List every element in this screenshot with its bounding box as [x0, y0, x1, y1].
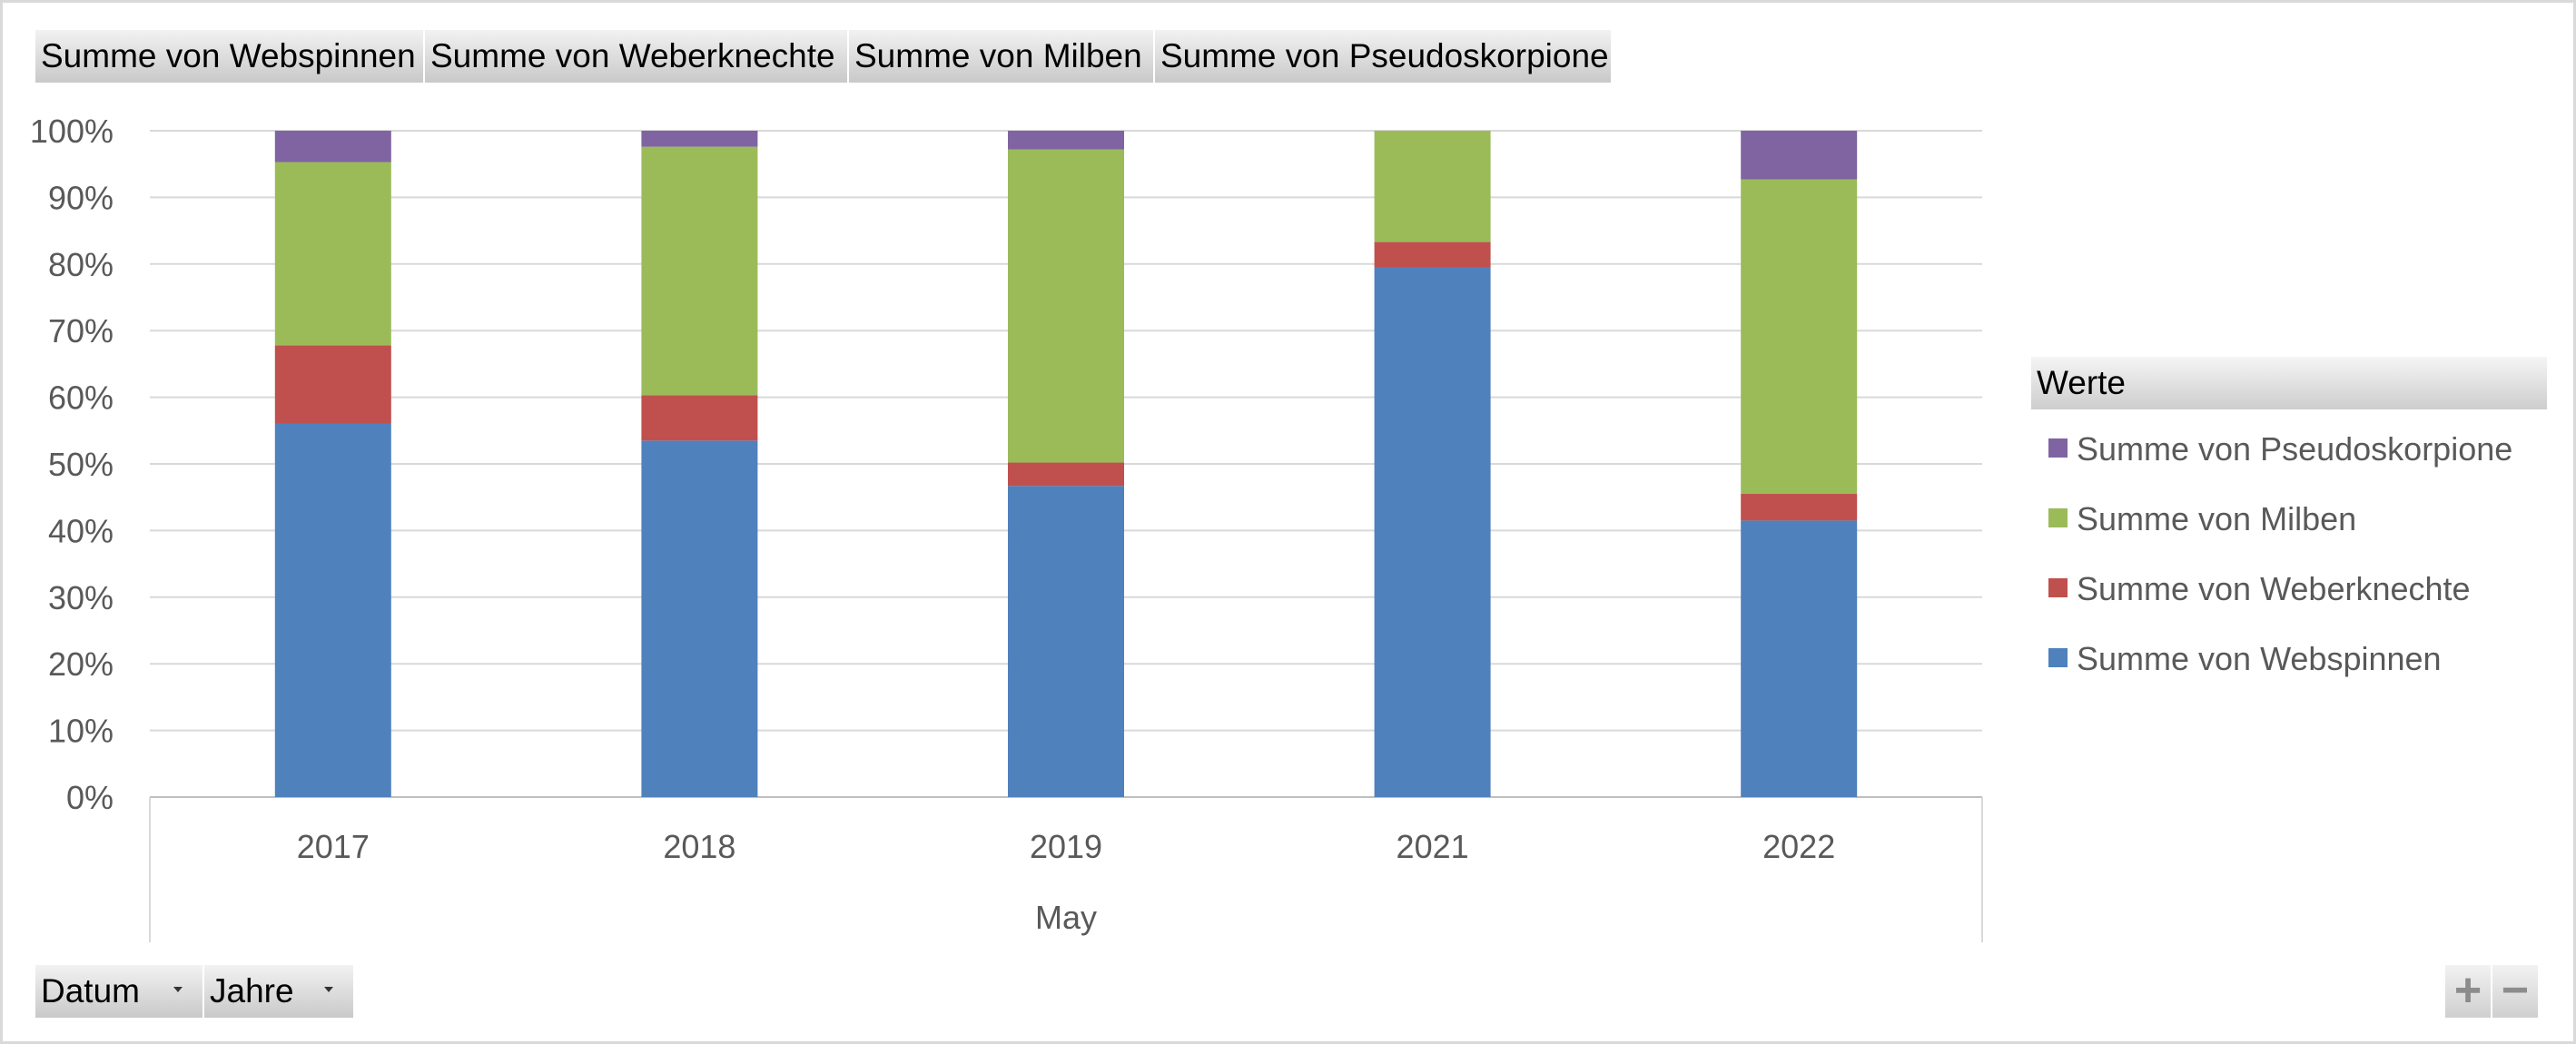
value-field-button-milben[interactable]: Summe von Milben — [849, 30, 1155, 83]
legend-title[interactable]: Werte — [2031, 357, 2549, 409]
y-axis-tick-labels: 0% 10% 20% 30% 40% 50% 60% 70% 80% 90% 100% — [30, 113, 114, 816]
bar-stacks — [274, 131, 1858, 798]
bar-segment[interactable] — [1374, 241, 1491, 268]
legend-swatch — [2048, 648, 2068, 667]
y-tick-label: 50% — [48, 446, 114, 483]
legend: Summe von Pseudoskorpione Summe von Milbe… — [2048, 430, 2512, 677]
axis-field-button-datum[interactable]: Datum — [35, 965, 204, 1018]
bar-segment[interactable] — [641, 395, 758, 441]
bar-segment[interactable] — [274, 345, 391, 424]
y-tick-label: 40% — [48, 512, 114, 549]
x-axis: 2017 2018 2019 2021 2022 May — [149, 797, 1983, 942]
axis-field-button-jahre[interactable]: Jahre — [204, 965, 355, 1018]
chevron-down-icon — [173, 987, 183, 992]
y-tick-label: 30% — [48, 579, 114, 616]
x-tick-label: 2018 — [663, 828, 735, 865]
stacked-percent-bar-chart: 0%10%20%30%40%50%60%70%80%90%100% 2017 20… — [30, 113, 2512, 942]
value-field-button-pseudoskorpione[interactable]: Summe von Pseudoskorpione — [1155, 30, 1613, 83]
bar-segment[interactable] — [1008, 149, 1124, 463]
y-tick-label: 20% — [48, 645, 114, 683]
x-tick-label: 2021 — [1397, 828, 1469, 865]
chevron-down-icon — [324, 987, 333, 992]
axis-field-label-datum: Datum — [41, 972, 140, 1010]
y-tick-label: 80% — [48, 246, 114, 283]
bar-segment[interactable] — [641, 440, 758, 797]
bar-segment[interactable] — [274, 423, 391, 797]
legend-label: Summe von Pseudoskorpione — [2077, 430, 2512, 468]
value-field-button-webspinnen[interactable]: Summe von Webspinnen — [35, 30, 425, 83]
value-field-button-weberknechte[interactable]: Summe von Weberknechte — [425, 30, 849, 83]
y-tick-label: 60% — [48, 379, 114, 417]
y-tick-label: 70% — [48, 312, 114, 350]
legend-label: Summe von Webspinnen — [2077, 640, 2442, 677]
bar-segment[interactable] — [1741, 494, 1858, 521]
bar-segment[interactable] — [274, 162, 391, 346]
legend-swatch — [2048, 508, 2068, 527]
bar-segment[interactable] — [1374, 267, 1491, 798]
bar-segment[interactable] — [1741, 179, 1858, 495]
bar-segment[interactable] — [1008, 486, 1124, 797]
axis-field-label-jahre: Jahre — [210, 972, 294, 1010]
y-tick-label: 90% — [48, 179, 114, 216]
bar-segment[interactable] — [1741, 131, 1858, 180]
collapse-field-button[interactable]: − — [2492, 965, 2538, 1018]
bar-segment[interactable] — [641, 131, 758, 147]
bar-segment[interactable] — [1008, 462, 1124, 487]
x-tick-label: 2019 — [1030, 828, 1102, 865]
legend-swatch — [2048, 578, 2068, 597]
x-tick-label: 2017 — [297, 828, 370, 865]
y-tick-label: 10% — [48, 713, 114, 750]
x-group-label: May — [1035, 899, 1097, 936]
bar-segment[interactable] — [1008, 131, 1124, 150]
bar-segment[interactable] — [641, 146, 758, 396]
x-tick-label: 2022 — [1762, 828, 1835, 865]
bar-segment[interactable] — [274, 131, 391, 163]
expand-field-button[interactable]: + — [2445, 965, 2491, 1018]
legend-swatch — [2048, 438, 2068, 458]
y-tick-label: 100% — [30, 113, 114, 150]
bar-segment[interactable] — [1374, 131, 1491, 242]
legend-label: Summe von Milben — [2077, 500, 2356, 537]
bar-segment[interactable] — [1741, 520, 1858, 797]
legend-label: Summe von Weberknechte — [2077, 570, 2471, 607]
y-tick-label: 0% — [66, 779, 114, 816]
